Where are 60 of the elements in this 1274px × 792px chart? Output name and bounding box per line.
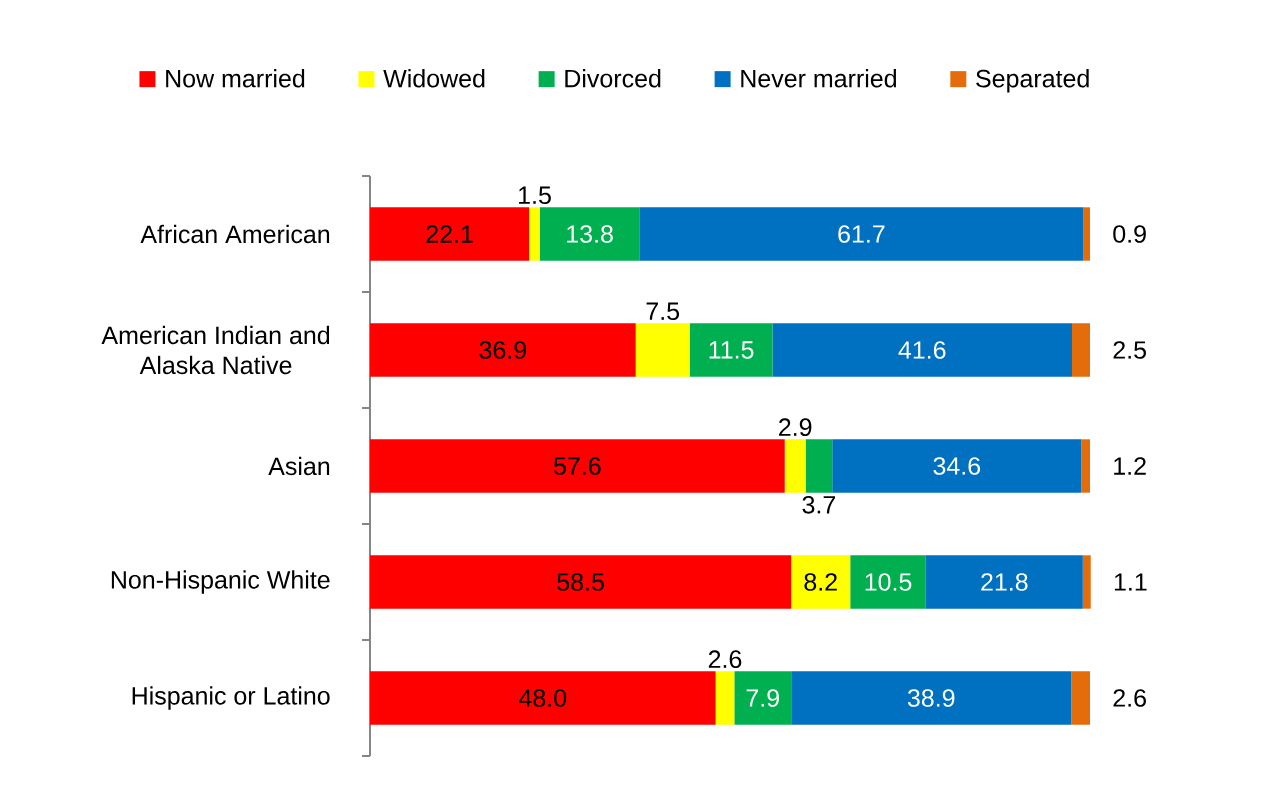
data-label: 3.7 <box>802 495 836 514</box>
data-label: 10.5 <box>865 573 912 591</box>
bar <box>784 439 806 493</box>
data-label: 1.1 <box>1114 573 1147 591</box>
bar <box>772 323 1072 377</box>
data-label: 13.8 <box>567 225 613 243</box>
data-label: 2.5 <box>1113 341 1146 359</box>
bar <box>805 439 833 493</box>
bar <box>639 207 1084 261</box>
bar <box>925 555 1083 609</box>
y-tick-label: American Indian and Alaska Native <box>101 325 330 375</box>
bar <box>1083 207 1090 261</box>
data-label: 22.1 <box>426 225 473 243</box>
data-label: 1.5 <box>519 186 551 205</box>
data-label: 1.2 <box>1114 457 1146 475</box>
data-label: 57.6 <box>554 457 601 475</box>
legend-label: Widowed <box>383 69 485 88</box>
bar <box>370 207 530 261</box>
data-label: 2.9 <box>779 418 812 437</box>
legend-label: Separated <box>976 69 1089 93</box>
bar <box>539 207 640 261</box>
data-label: 7.9 <box>746 689 779 707</box>
y-tick-label: African American <box>140 224 330 244</box>
data-label: 7.5 <box>646 302 680 321</box>
bar <box>715 671 735 725</box>
data-label: 2.6 <box>708 650 742 669</box>
data-label: 11.5 <box>709 341 754 359</box>
data-label: 38.9 <box>907 689 955 707</box>
data-label: 61.7 <box>838 225 885 243</box>
bar <box>734 671 792 725</box>
bar <box>370 671 716 725</box>
bar <box>370 439 785 493</box>
legend-label: Never married <box>741 69 896 88</box>
bar <box>1072 323 1090 377</box>
data-label: 8.2 <box>804 573 837 591</box>
data-label: 36.9 <box>479 341 526 359</box>
data-label: 48.0 <box>519 689 567 707</box>
data-label: 41.6 <box>898 341 946 359</box>
bar <box>1082 555 1091 609</box>
bar <box>635 323 690 377</box>
y-tick-label: Asian <box>268 456 330 476</box>
data-label: 21.8 <box>981 573 1028 591</box>
bar <box>850 555 926 609</box>
data-label: 34.6 <box>933 457 981 475</box>
legend-label: Divorced <box>565 69 661 88</box>
y-tick-label: Non-Hispanic White <box>111 570 330 594</box>
bar <box>1071 671 1090 725</box>
bar <box>529 207 540 261</box>
bar <box>370 555 792 609</box>
bar <box>1081 439 1090 493</box>
bar <box>689 323 773 377</box>
bar <box>791 555 851 609</box>
data-label: 0.9 <box>1113 225 1146 243</box>
bar <box>791 671 1072 725</box>
bar <box>832 439 1082 493</box>
bar <box>370 323 636 377</box>
data-label: 58.5 <box>557 573 604 591</box>
legend-label: Now married <box>166 69 305 88</box>
data-label: 2.6 <box>1113 689 1146 707</box>
y-tick-label: Hispanic or Latino <box>132 686 330 710</box>
